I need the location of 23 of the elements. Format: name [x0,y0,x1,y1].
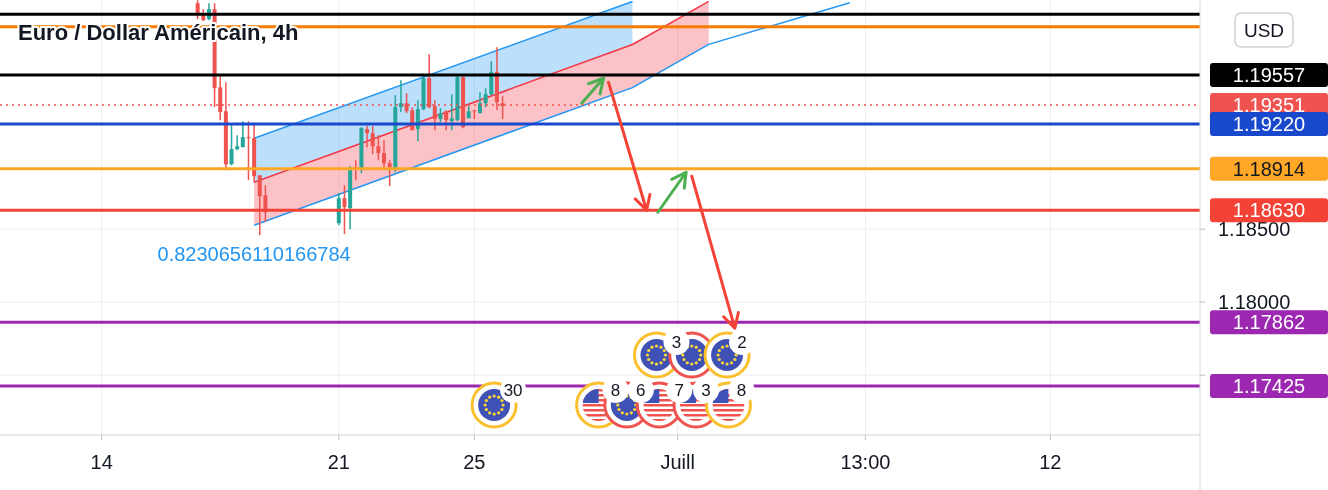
ref-line-label: 1.19220 [1232,113,1306,136]
ref-line-label: 1.19557 [1232,63,1306,86]
x-tick-label: 12 [1039,451,1062,473]
ref-line-label: 1.17862 [1232,311,1306,334]
x-tick-label: 25 [463,451,486,473]
annotation: 8 [610,381,621,400]
x-tick-label: 14 [90,451,113,473]
annotation: 30 [503,381,523,400]
y-tick-label: 1.18000 [1218,291,1291,314]
ref-line-label: 1.18914 [1232,157,1306,180]
x-tick-label: 21 [327,451,350,473]
annotation: 0.8230656110166784 [157,243,351,266]
text: USD [1243,20,1285,41]
annotation: 2 [737,333,747,352]
x-tick-label: 13:00 [840,451,891,473]
annotation: 7 [674,381,685,400]
ref-line-label: 1.19351 [1232,93,1306,116]
annotation: 3 [671,333,682,352]
annotation: 3 [701,381,711,400]
annotation: 8 [736,381,747,400]
ref-line-label: 1.17425 [1232,375,1306,398]
x-tick-label: Juill [660,451,695,473]
annotation: 6 [636,381,646,400]
